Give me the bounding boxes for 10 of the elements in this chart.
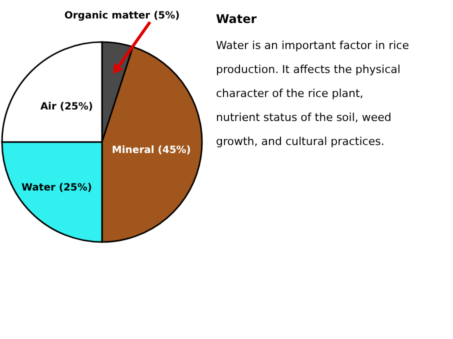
text: character of the rice plant, [216,87,364,100]
text: nutrient status of the soil, weed [216,111,392,124]
text: production. It affects the physical [216,63,400,76]
slice-label: Water (25%) [22,182,92,194]
text: Water [216,12,257,26]
slice-label: Mineral (45%) [112,144,191,156]
slice-label: Organic matter (5%) [64,10,180,22]
text: Water is an important factor in rice [216,39,410,52]
text: growth, and cultural practices. [216,135,384,148]
slice-label: Air (25%) [40,102,93,113]
